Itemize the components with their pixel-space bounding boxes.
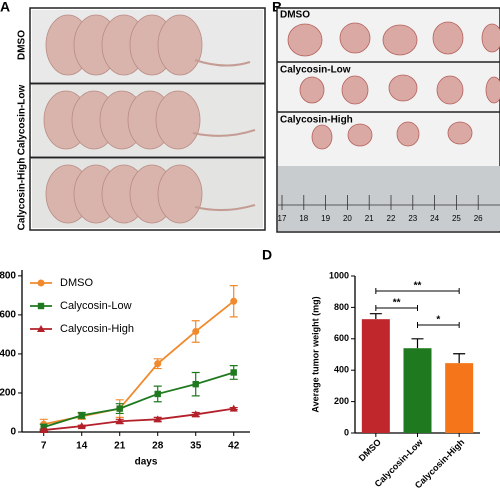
point [39,426,48,434]
series-line [43,371,234,428]
ruler-label: 19 [321,214,330,223]
row-label: Calycosin-High [17,158,28,231]
ruler-label: 20 [343,214,352,223]
row-label: Calycosin-High [280,115,353,126]
significance-label: ** [414,281,422,292]
ruler-label: 18 [299,214,308,223]
y-axis-label: Average tumor weight (mg) [310,296,320,412]
ruler-label: 25 [452,214,461,223]
y-tick-label: 0 [344,427,349,437]
row-label: DMSO [280,10,310,21]
bar [445,363,474,433]
x-axis-label: days [135,457,158,468]
significance-bracket [375,305,418,311]
y-tick-label: 800 [0,270,16,281]
legend-label: DMSO [60,277,93,289]
legend-label: Calycosin-High [60,323,134,335]
series-line [43,300,235,426]
row-label: Calycosin-Low [280,65,351,76]
x-tick-label: 14 [76,441,88,452]
x-tick-label: 42 [228,441,240,452]
x-tick-label: 7 [41,441,47,452]
y-tick-label: 200 [334,396,349,406]
y-tick-label: 400 [0,349,16,360]
legend-marker [37,302,45,310]
significance-bracket [375,288,460,294]
y-tick-label: 800 [334,302,349,312]
point [230,369,237,376]
point [77,422,86,430]
bar [361,319,390,433]
ruler-label: 22 [387,214,396,223]
ruler-label: 24 [430,214,439,223]
significance-label: * [436,315,440,326]
row-label: DMSO [17,30,28,60]
y-tick-label: 200 [0,388,16,399]
ruler-label: 21 [365,214,374,223]
error-bar [369,313,382,320]
point [154,390,161,398]
ruler: 17 18 19 20 21 22 23 24 25 26 [278,195,483,223]
x-tick-label: 35 [190,441,202,452]
point [191,410,200,418]
ruler-label: 23 [408,214,417,223]
bar-chart: D Average tumor weight (mg) 0 200 400 600 800 1… [262,247,480,490]
legend-marker [37,325,45,332]
point [230,297,238,305]
line-chart: 0 200 400 600 800 7 14 21 28 35 42 days DMSO Calycosi… [0,270,250,468]
error-bar [453,353,466,364]
ruler-label: 26 [474,214,483,223]
ruler-label: 17 [278,214,287,223]
x-tick-label: DMSO [357,437,383,463]
y-tick-label: 1000 [329,270,349,280]
point [154,360,162,368]
row-label: Calycosin-Low [17,85,28,156]
point [116,405,123,412]
panel-label: A [0,0,10,15]
point [153,415,162,423]
significance-label: ** [393,298,401,309]
bar [403,348,432,433]
point [229,404,238,412]
significance-bracket [417,322,460,328]
x-tick-label: 28 [152,441,164,452]
y-tick-label: 0 [10,427,16,438]
error-bar [411,338,424,349]
panel-label: D [262,247,272,263]
mice-photo [29,7,266,231]
y-tick-label: 400 [334,365,349,375]
series-line [43,407,234,431]
point [78,412,85,419]
point [192,327,200,335]
legend-marker [37,279,45,287]
y-tick-label: 600 [0,310,16,321]
legend-label: Calycosin-Low [60,300,132,312]
x-tick-label: 21 [114,441,126,452]
point [192,380,199,388]
tumor-photo [276,7,500,233]
y-tick-label: 600 [334,333,349,343]
point [115,417,124,425]
